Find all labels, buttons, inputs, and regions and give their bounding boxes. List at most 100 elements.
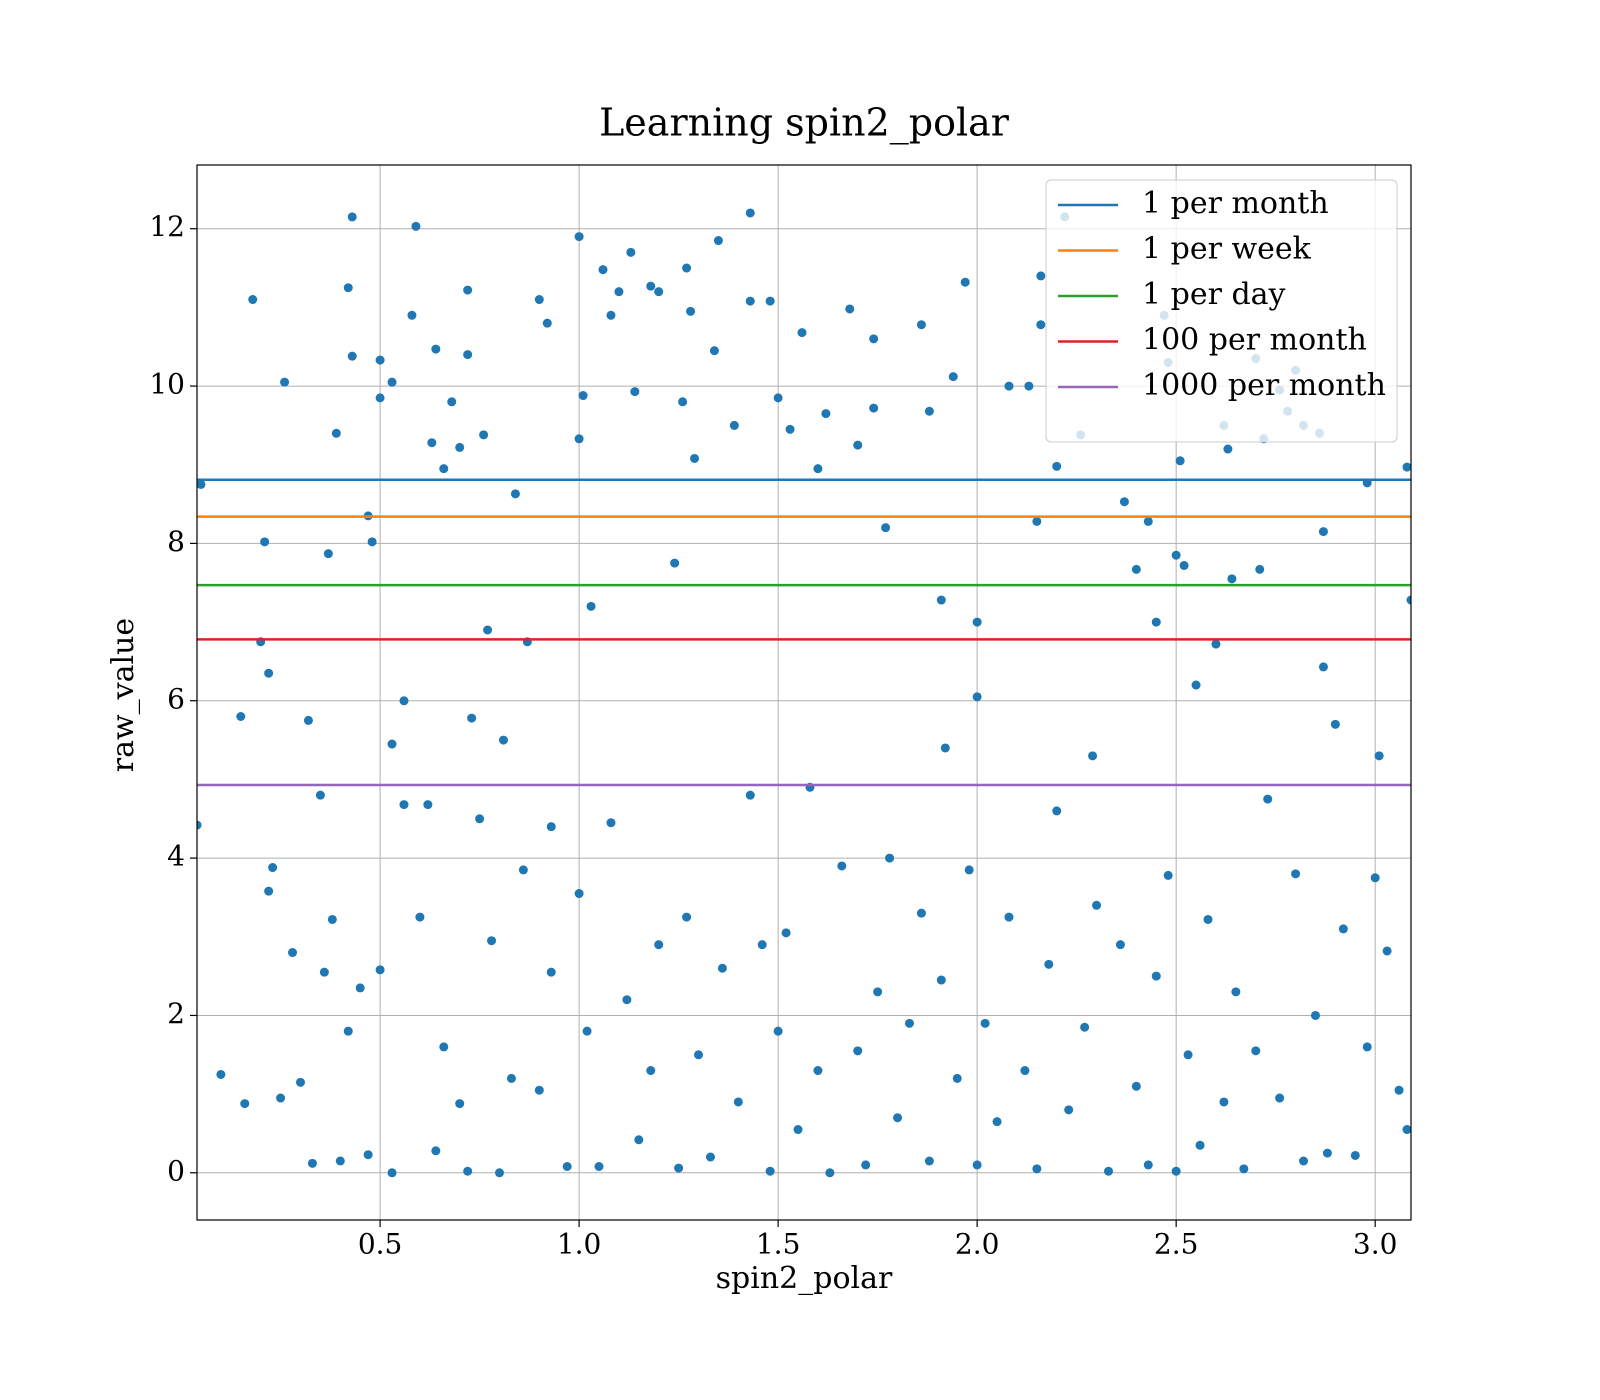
scatter-point bbox=[646, 281, 656, 291]
scatter-point bbox=[1064, 1105, 1074, 1115]
scatter-point bbox=[1318, 527, 1328, 537]
scatter-point bbox=[682, 263, 692, 273]
scatter-point bbox=[1255, 564, 1265, 574]
scatter-point bbox=[952, 1073, 962, 1083]
scatter-point bbox=[1151, 971, 1161, 981]
scatter-point bbox=[705, 1152, 715, 1162]
scatter-point bbox=[1203, 914, 1213, 924]
legend-label: 1 per week bbox=[1142, 232, 1312, 267]
x-tick-label: 3.0 bbox=[1353, 1228, 1398, 1261]
scatter-point bbox=[1322, 1148, 1332, 1158]
scatter-point bbox=[682, 912, 692, 922]
scatter-point bbox=[960, 277, 970, 287]
x-tick-label: 2.5 bbox=[1154, 1228, 1199, 1261]
scatter-point bbox=[447, 397, 457, 407]
scatter-point bbox=[1330, 719, 1340, 729]
scatter-point bbox=[1151, 617, 1161, 627]
scatter-point bbox=[1115, 940, 1125, 950]
legend-label: 100 per month bbox=[1142, 323, 1367, 358]
x-tick-label: 2.0 bbox=[955, 1228, 1000, 1261]
scatter-point bbox=[1275, 1093, 1285, 1103]
scatter-point bbox=[1195, 1140, 1205, 1150]
scatter-point bbox=[506, 1073, 516, 1083]
scatter-point bbox=[295, 1077, 305, 1087]
scatter-point bbox=[1103, 1166, 1113, 1176]
scatter-point bbox=[399, 800, 409, 810]
scatter-point bbox=[264, 886, 274, 896]
x-tick-label: 1.0 bbox=[557, 1228, 602, 1261]
scatter-point bbox=[355, 983, 365, 993]
points bbox=[197, 208, 1411, 1178]
scatter-point bbox=[773, 1026, 783, 1036]
scatter-point bbox=[733, 1097, 743, 1107]
scatter-point bbox=[236, 711, 246, 721]
scatter-point bbox=[375, 355, 385, 365]
scatter-point bbox=[936, 595, 946, 605]
scatter-point bbox=[678, 397, 688, 407]
scatter-point bbox=[1179, 560, 1189, 570]
scatter-point bbox=[1020, 1066, 1030, 1076]
scatter-point bbox=[1036, 271, 1046, 281]
scatter-point bbox=[837, 861, 847, 871]
scatter-point bbox=[1175, 456, 1185, 466]
scatter-point bbox=[813, 1066, 823, 1076]
scatter-point bbox=[423, 800, 433, 810]
scatter-point bbox=[280, 377, 290, 387]
threshold-lines bbox=[197, 478, 1411, 787]
x-tick-label: 1.5 bbox=[756, 1228, 801, 1261]
ticks: 0.5 1.0 1.5 2.0 2.5 3.0 0 2 4 6 8 10 12 bbox=[149, 210, 1397, 1260]
scatter-point bbox=[288, 948, 298, 958]
scatter-point bbox=[1163, 870, 1173, 880]
scatter-point bbox=[1394, 1085, 1404, 1095]
scatter-point bbox=[574, 889, 584, 899]
scatter-point bbox=[319, 967, 329, 977]
scatter-point bbox=[1131, 1081, 1141, 1091]
scatter-point bbox=[674, 1163, 684, 1173]
scatter-point bbox=[1310, 1010, 1320, 1020]
scatter-point bbox=[431, 1146, 441, 1156]
scatter-point bbox=[948, 372, 958, 382]
scatter-point bbox=[303, 715, 313, 725]
scatter-point bbox=[972, 692, 982, 702]
scatter-point bbox=[542, 318, 552, 328]
scatter-point bbox=[773, 393, 783, 403]
scatter-point bbox=[431, 344, 441, 354]
scatter-point bbox=[972, 1160, 982, 1170]
scatter-point bbox=[1227, 574, 1237, 584]
scatter-point bbox=[781, 928, 791, 938]
scatter-point bbox=[924, 406, 934, 416]
scatter-point bbox=[1231, 987, 1241, 997]
scatter-point bbox=[1370, 873, 1380, 883]
scatter-point bbox=[264, 668, 274, 678]
scatter-point bbox=[1223, 444, 1233, 454]
scatter-point bbox=[869, 334, 879, 344]
scatter-point bbox=[534, 1085, 544, 1095]
scatter-point bbox=[717, 963, 727, 973]
y-tick-label: 10 bbox=[149, 368, 185, 401]
scatter-point bbox=[606, 818, 616, 828]
scatter-point bbox=[546, 822, 556, 832]
scatter-point bbox=[861, 1160, 871, 1170]
scatter-point bbox=[315, 790, 325, 800]
plot-frame bbox=[196, 164, 1412, 1221]
scatter-point bbox=[475, 814, 485, 824]
scatter-point bbox=[347, 351, 357, 361]
scatter-point bbox=[463, 285, 473, 295]
scatter-point bbox=[694, 1050, 704, 1060]
scatter-point bbox=[924, 1156, 934, 1166]
scatter-point bbox=[439, 464, 449, 474]
scatter-point bbox=[1131, 564, 1141, 574]
scatter-point bbox=[331, 428, 341, 438]
scatter-point bbox=[1143, 516, 1153, 526]
scatter-point bbox=[586, 601, 596, 611]
scatter-point bbox=[1299, 1156, 1309, 1166]
scatter-point bbox=[248, 295, 258, 305]
scatter-point bbox=[1024, 381, 1034, 391]
scatter-point bbox=[785, 424, 795, 434]
scatter-point bbox=[765, 1166, 775, 1176]
scatter-point bbox=[1183, 1050, 1193, 1060]
scatter-point bbox=[1119, 497, 1129, 507]
scatter-point bbox=[626, 247, 636, 257]
scatter-point bbox=[439, 1042, 449, 1052]
scatter-point bbox=[240, 1099, 250, 1109]
